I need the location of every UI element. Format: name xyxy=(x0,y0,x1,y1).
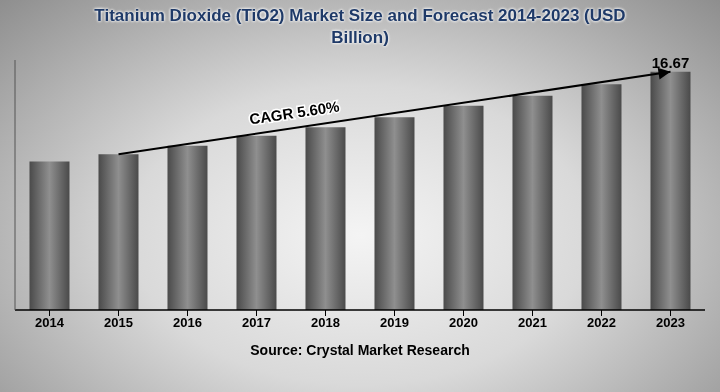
svg-text:2023: 2023 xyxy=(656,315,685,330)
html-text:Source: Crystal Market Researc: Source: Crystal Market Research xyxy=(250,342,470,358)
html-text:Titanium Dioxide (TiO2) Market: Titanium Dioxide (TiO2) Market Size and … xyxy=(94,6,626,47)
svg-text:2016: 2016 xyxy=(173,315,202,330)
svg-text:2020: 2020 xyxy=(449,315,478,330)
svg-text:16.67: 16.67 xyxy=(652,54,690,71)
svg-text:2014: 2014 xyxy=(35,315,65,330)
svg-text:2021: 2021 xyxy=(518,315,547,330)
svg-text:2017: 2017 xyxy=(242,315,271,330)
svg-text:2018: 2018 xyxy=(311,315,340,330)
svg-text:2015: 2015 xyxy=(104,315,133,330)
svg-text:2019: 2019 xyxy=(380,315,409,330)
svg-text:2022: 2022 xyxy=(587,315,616,330)
svg-text:CAGR 5.60%: CAGR 5.60% xyxy=(248,97,340,127)
